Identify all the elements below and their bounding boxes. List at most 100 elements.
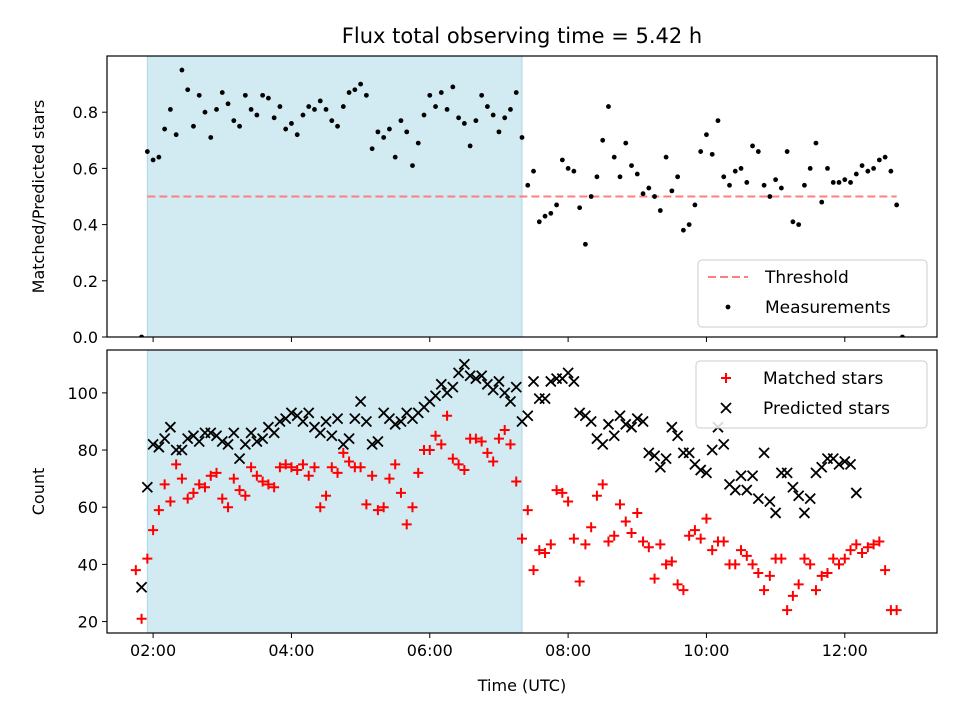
matched-stars-point [620, 516, 631, 527]
predicted-stars-point [585, 415, 597, 428]
matched-stars-point [643, 542, 654, 553]
predicted-stars-point [245, 427, 257, 439]
predicted-stars-point [326, 430, 338, 442]
matched-stars-point [372, 505, 383, 516]
matched-stars-point [799, 553, 810, 564]
predicted-stars-point [781, 467, 793, 479]
measurement-point [363, 92, 369, 98]
predicted-stars-point [752, 493, 764, 505]
predicted-stars-point [718, 438, 730, 450]
matched-stars-point [828, 553, 839, 564]
predicted-stars-point [176, 444, 188, 456]
matched-stars-point [493, 433, 504, 444]
predicted-stars-point [787, 481, 799, 493]
measurement-point [438, 90, 444, 95]
predicted-stars-point [666, 421, 678, 433]
measurement-point [583, 241, 588, 247]
matched-stars-point [557, 487, 568, 498]
measurement-point [825, 166, 830, 171]
predicted-stars-point [614, 410, 626, 422]
matched-stars-point [234, 485, 245, 496]
matched-stars-point [511, 476, 522, 487]
matched-stars-point [816, 570, 827, 581]
matched-stars-point [309, 462, 320, 473]
x-tick-label: 10:00 [683, 641, 729, 660]
matched-stars-point [626, 527, 637, 538]
measurement-point [807, 166, 813, 171]
measurement-point [767, 194, 773, 199]
matched-stars-point [568, 533, 579, 544]
measurement-point [646, 185, 652, 191]
predicted-stars-point [366, 438, 378, 450]
measurement-point [600, 137, 606, 143]
matched-stars-point [205, 470, 216, 481]
matched-stars-point [263, 479, 274, 490]
predicted-stars-point [510, 381, 522, 393]
axes-frame [106, 55, 938, 338]
ratio-panel: 0.0 0.2 0.4 0.6 0.8 Matched/Predicted stars Th… [29, 55, 938, 347]
y-tick-label: 80 [78, 441, 98, 460]
matched-stars-point [678, 585, 689, 596]
legend-measurements-swatch [725, 304, 731, 310]
matched-stars-point [424, 445, 435, 456]
measurement-point [680, 227, 686, 233]
measurement-point [415, 140, 421, 146]
matched-stars-point [384, 473, 395, 484]
matched-stars-point [603, 536, 614, 547]
predicted-stars-point [435, 378, 447, 390]
matched-stars-point [591, 490, 602, 501]
measurement-point [444, 106, 450, 112]
measurement-point [208, 135, 214, 140]
y-axis-label: Matched/Predicted stars [29, 100, 48, 294]
measurement-point [784, 149, 790, 154]
matched-stars-point [614, 499, 625, 510]
predicted-stars-point [182, 432, 194, 445]
matched-stars-point [793, 579, 804, 590]
matched-stars-point [171, 459, 182, 470]
predicted-stars-point [648, 450, 661, 462]
predicted-stars-point [620, 418, 632, 430]
measurement-point [519, 135, 525, 140]
predicted-stars-point [233, 452, 246, 465]
predicted-stars-point [504, 395, 517, 408]
matched-stars-point [759, 585, 770, 596]
y-tick-label: 0.2 [73, 272, 98, 291]
measurement-point [686, 222, 692, 228]
matched-stars-point [874, 536, 885, 547]
y-tick-label: 100 [67, 384, 98, 403]
measurement-point [588, 194, 594, 199]
measurement-point [721, 174, 727, 180]
measurement-point [819, 199, 825, 205]
matched-stars-point [551, 485, 562, 496]
matched-stars-point [332, 467, 343, 478]
predicted-stars-point [758, 447, 770, 459]
matched-stars-point [447, 453, 458, 464]
matched-stars-point [459, 465, 470, 476]
matched-stars-point [666, 556, 677, 567]
predicted-stars-point [285, 407, 298, 419]
measurement-point [202, 109, 208, 115]
matched-stars-point [223, 502, 234, 513]
measurement-point [640, 191, 646, 197]
measurement-point [623, 140, 629, 146]
matched-stars-point [730, 559, 741, 570]
measurement-point [450, 84, 456, 90]
y-tick-label: 0.6 [73, 159, 98, 178]
matched-stars-point [326, 462, 337, 473]
predicted-stars-point [251, 435, 263, 448]
predicted-stars-point [395, 415, 407, 428]
matched-stars-point [632, 507, 643, 518]
measurement-point [761, 182, 767, 188]
matched-stars-point [839, 553, 850, 564]
measurement-point [657, 208, 663, 213]
y-tick-label: 0.4 [73, 216, 98, 235]
measurement-point [704, 132, 709, 138]
predicted-stars-point [769, 507, 782, 519]
matched-stars-point [321, 490, 332, 501]
legend-label: Predicted stars [763, 399, 890, 419]
matched-stars-point [707, 545, 718, 556]
matched-stars-point [257, 476, 268, 487]
matched-stars-point [430, 430, 441, 441]
measurement-point [796, 222, 802, 228]
measurement-point [525, 182, 531, 188]
